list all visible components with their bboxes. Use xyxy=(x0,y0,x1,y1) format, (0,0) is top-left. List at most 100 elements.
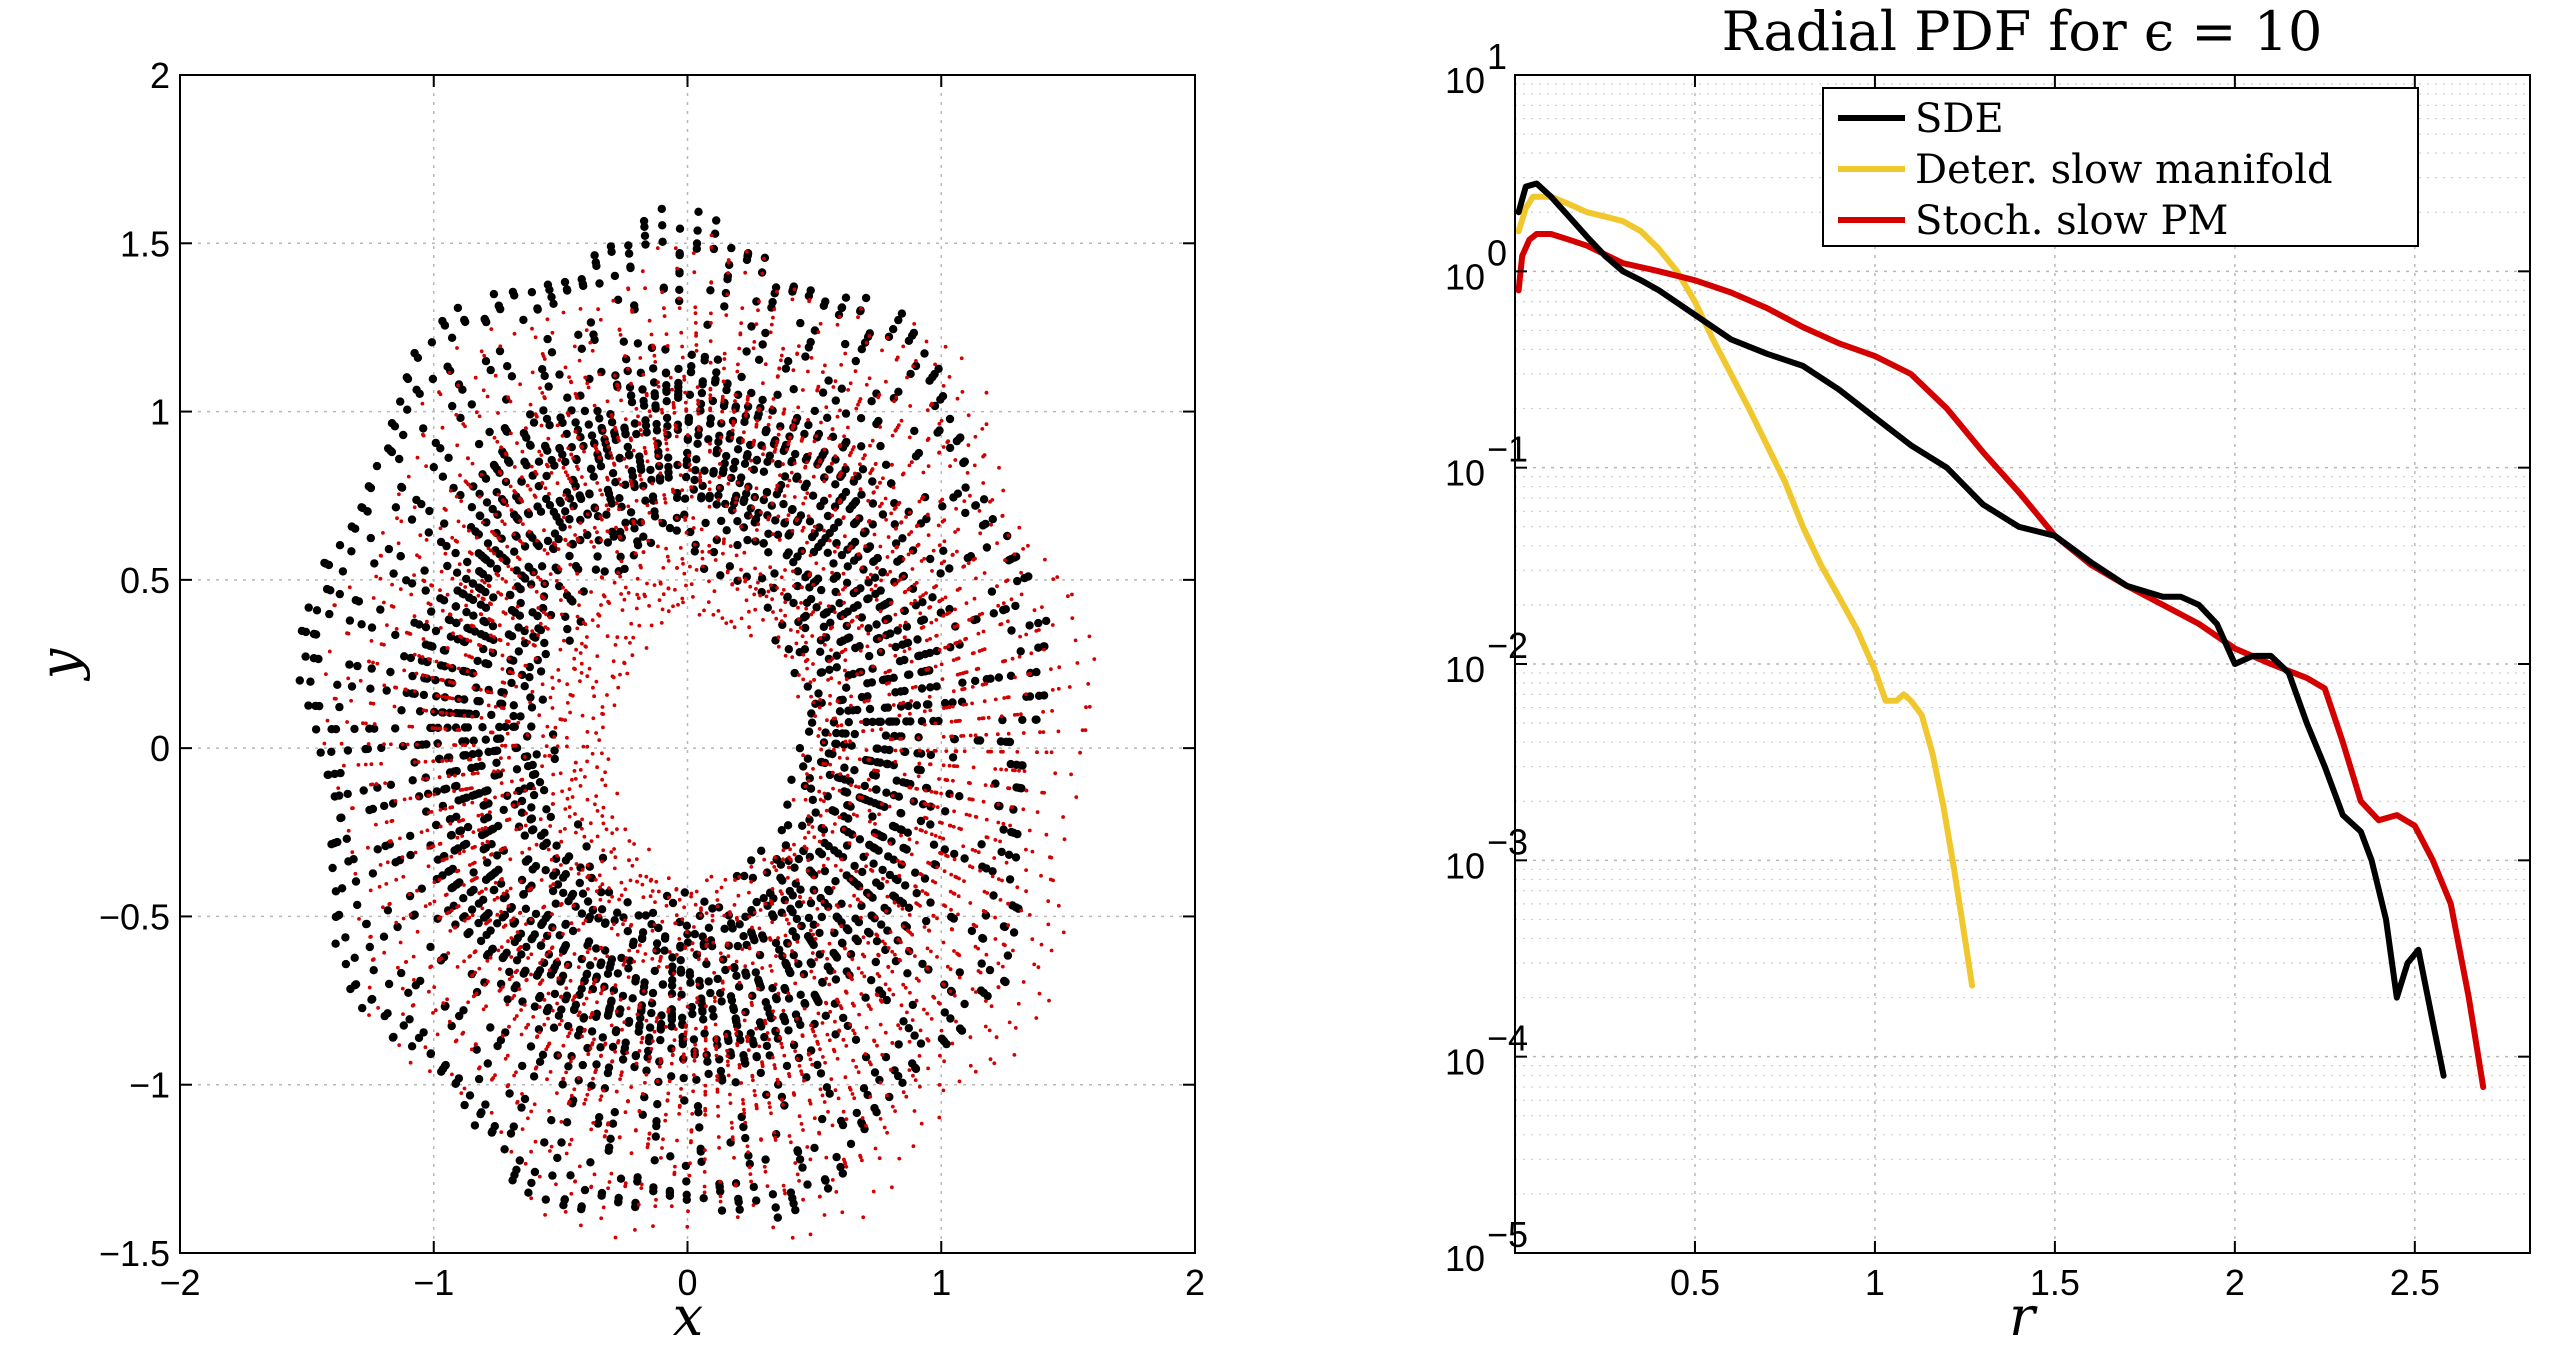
scatter-point xyxy=(885,745,894,755)
scatter-point xyxy=(514,684,519,689)
scatter-point xyxy=(565,473,570,478)
scatter-point xyxy=(755,418,760,423)
scatter-point xyxy=(383,781,387,785)
scatter-point xyxy=(485,394,490,399)
scatter-point xyxy=(857,490,866,499)
scatter-point xyxy=(626,591,631,595)
scatter-point xyxy=(663,1118,668,1123)
scatter-point xyxy=(889,325,898,334)
scatter-point xyxy=(853,588,858,593)
scatter-point xyxy=(623,354,627,358)
scatter-point xyxy=(717,475,722,479)
scatter-point xyxy=(619,482,623,487)
scatter-point xyxy=(428,902,432,906)
scatter-point xyxy=(487,710,496,720)
scatter-point xyxy=(700,897,709,906)
scatter-point xyxy=(841,465,850,474)
scatter-point xyxy=(935,865,939,870)
scatter-point xyxy=(982,699,987,704)
scatter-point xyxy=(510,984,519,993)
scatter-point xyxy=(711,375,720,384)
scatter-point xyxy=(916,774,921,779)
scatter-point xyxy=(811,582,815,587)
scatter-point xyxy=(429,844,434,849)
scatter-point xyxy=(518,825,523,830)
scatter-point xyxy=(749,633,753,638)
scatter-point xyxy=(538,695,547,704)
scatter-point xyxy=(693,1042,698,1047)
scatter-point xyxy=(434,659,439,664)
scatter-point xyxy=(900,686,909,696)
scatter-point xyxy=(757,406,761,411)
scatter-point xyxy=(596,307,600,312)
scatter-point xyxy=(478,612,483,616)
scatter-point xyxy=(745,1144,750,1149)
scatter-point xyxy=(594,794,599,798)
scatter-point xyxy=(953,458,958,462)
scatter-point xyxy=(461,317,470,327)
scatter-point xyxy=(425,506,434,516)
scatter-point xyxy=(723,271,733,281)
scatter-point xyxy=(597,888,606,897)
scatter-point xyxy=(434,726,439,731)
scatter-point xyxy=(492,758,501,767)
scatter-point xyxy=(837,384,846,393)
scatter-point xyxy=(667,1079,672,1084)
scatter-point xyxy=(479,895,488,904)
scatter-point xyxy=(600,567,609,576)
scatter-point xyxy=(746,1029,755,1038)
scatter-point xyxy=(734,982,744,991)
scatter-point xyxy=(697,388,707,398)
scatter-point xyxy=(779,1041,784,1046)
scatter-point xyxy=(821,1011,830,1020)
scatter-point xyxy=(520,1094,530,1104)
scatter-point xyxy=(649,1187,658,1196)
scatter-point xyxy=(681,1055,686,1059)
scatter-point xyxy=(868,477,877,486)
scatter-point xyxy=(590,751,595,756)
scatter-point xyxy=(818,813,823,818)
scatter-point xyxy=(462,802,466,807)
scatter-point xyxy=(471,686,476,690)
scatter-point xyxy=(929,840,939,849)
scatter-point xyxy=(479,616,488,626)
scatter-point xyxy=(611,675,616,680)
scatter-point xyxy=(609,1023,614,1028)
scatter-point xyxy=(818,978,827,987)
scatter-point xyxy=(902,717,911,726)
scatter-point xyxy=(589,1127,594,1132)
scatter-point xyxy=(483,786,492,795)
scatter-point xyxy=(911,452,921,461)
scatter-point xyxy=(346,828,351,833)
scatter-point xyxy=(735,369,740,374)
scatter-point xyxy=(796,990,805,999)
scatter-point xyxy=(854,406,859,411)
scatter-point xyxy=(971,676,980,686)
scatter-point xyxy=(828,432,838,441)
scatter-point xyxy=(678,473,683,477)
scatter-point xyxy=(825,665,834,674)
scatter-point xyxy=(835,724,840,728)
scatter-point xyxy=(747,914,752,919)
scatter-point xyxy=(543,334,552,344)
scatter-point xyxy=(783,653,788,658)
scatter-point xyxy=(482,580,487,585)
scatter-point xyxy=(437,1067,446,1076)
scatter-point xyxy=(808,491,818,500)
scatter-point xyxy=(546,812,555,822)
scatter-point xyxy=(721,965,730,975)
scatter-point xyxy=(723,379,732,388)
scatter-point xyxy=(900,472,905,477)
scatter-point xyxy=(675,285,684,294)
scatter-point xyxy=(536,625,546,635)
scatter-point xyxy=(676,602,680,607)
scatter-point xyxy=(644,1018,649,1023)
scatter-point xyxy=(514,1014,519,1018)
scatter-point xyxy=(638,1002,642,1007)
scatter-point xyxy=(691,466,700,475)
scatter-point xyxy=(996,961,1001,966)
scatter-point xyxy=(450,846,459,855)
scatter-point xyxy=(989,1004,994,1009)
scatter-point xyxy=(587,1087,592,1092)
scatter-point xyxy=(735,1205,744,1214)
